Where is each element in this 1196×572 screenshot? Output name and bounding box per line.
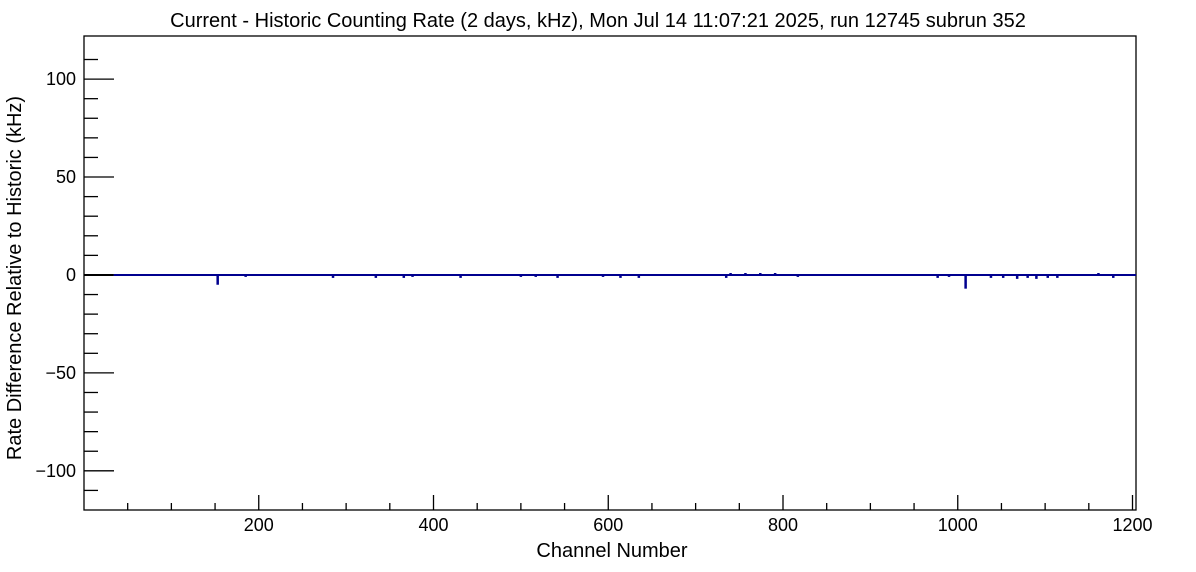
- x-tick-label: 600: [593, 515, 623, 535]
- chart-title: Current - Historic Counting Rate (2 days…: [170, 10, 1026, 32]
- x-tick-label: 800: [768, 515, 798, 535]
- x-tick-label: 1200: [1112, 515, 1152, 535]
- x-axis-label: Channel Number: [536, 540, 688, 562]
- y-tick-label: 50: [56, 167, 76, 187]
- plot-area[interactable]: [83, 35, 1137, 511]
- y-axis-label: Rate Difference Relative to Historic (kH…: [4, 96, 26, 460]
- y-tick-label: 0: [66, 265, 76, 285]
- histogram-series: [84, 273, 1136, 289]
- axis-ticks: [84, 58, 1134, 510]
- x-tick-label: 200: [244, 515, 274, 535]
- x-tick-label: 1000: [938, 515, 978, 535]
- y-tick-label: −50: [45, 363, 76, 383]
- x-tick-label: 400: [418, 515, 448, 535]
- axis-tick-labels: 200 400 600 800 1000 1200 −100 −50 0 50 100: [35, 69, 1152, 535]
- y-tick-label: −100: [35, 461, 76, 481]
- y-tick-label: 100: [46, 69, 76, 89]
